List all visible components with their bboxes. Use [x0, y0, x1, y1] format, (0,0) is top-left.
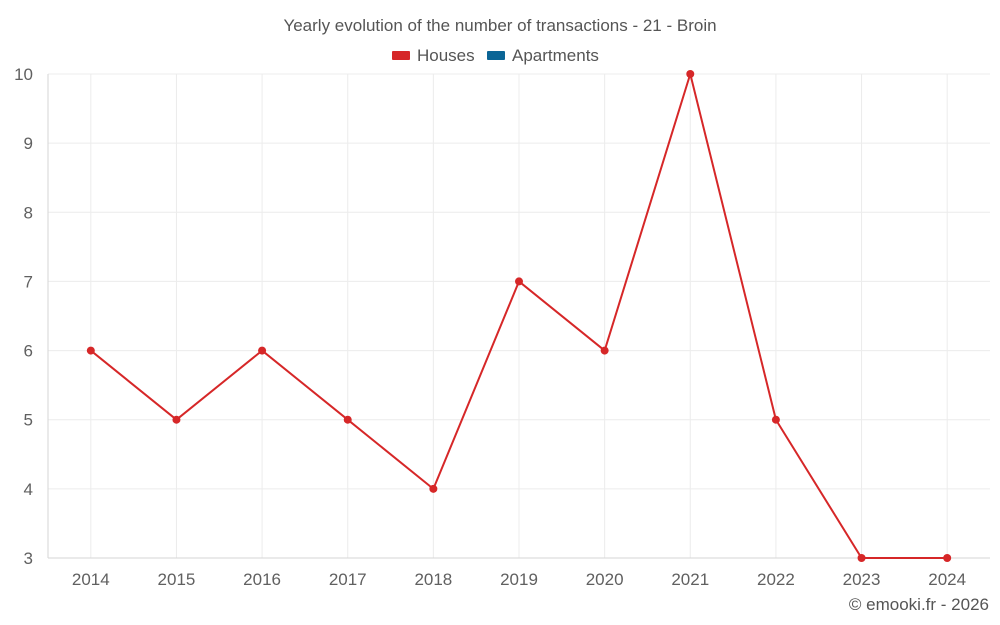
data-point-houses-2021[interactable] [686, 70, 695, 78]
legend: Houses Apartments [392, 46, 599, 65]
x-tick-label: 2021 [671, 570, 709, 589]
y-tick-label: 10 [14, 65, 33, 84]
y-axis-ticks: 3 4 5 6 7 8 9 10 [14, 65, 33, 568]
y-tick-label: 6 [24, 342, 33, 361]
x-tick-label: 2016 [243, 570, 281, 589]
credit-text: © emooki.fr - 2026 [849, 595, 989, 614]
legend-label-houses: Houses [417, 46, 475, 65]
x-tick-label: 2022 [757, 570, 795, 589]
grid [48, 73, 990, 558]
data-point-houses-2016[interactable] [258, 346, 267, 355]
data-point-houses-2014[interactable] [86, 346, 95, 355]
legend-swatch-houses [392, 51, 410, 60]
y-tick-label: 8 [24, 203, 33, 222]
x-tick-label: 2014 [72, 570, 110, 589]
x-axis-ticks: 2014 2015 2016 2017 2018 2019 2020 2021 2022 2023… [72, 570, 966, 589]
data-point-houses-2023[interactable] [857, 554, 866, 562]
legend-item-houses[interactable]: Houses [392, 46, 475, 65]
data-point-houses-2020[interactable] [600, 346, 609, 355]
y-tick-label: 7 [24, 272, 33, 291]
data-point-houses-2018[interactable] [429, 484, 438, 493]
data-point-houses-2017[interactable] [343, 415, 352, 424]
data-point-houses-2019[interactable] [515, 277, 523, 286]
x-tick-label: 2023 [843, 570, 881, 589]
x-tick-label: 2024 [928, 570, 966, 589]
series [86, 70, 952, 562]
data-point-houses-2024[interactable] [943, 554, 952, 562]
y-tick-label: 5 [24, 411, 33, 430]
x-tick-label: 2018 [414, 570, 452, 589]
axes [47, 74, 990, 559]
chart-title: Yearly evolution of the number of transa… [283, 16, 716, 35]
y-tick-label: 9 [24, 134, 33, 153]
y-tick-label: 4 [24, 480, 33, 499]
x-tick-label: 2019 [500, 570, 538, 589]
data-point-houses-2015[interactable] [172, 415, 181, 424]
legend-swatch-apartments [487, 51, 505, 60]
legend-item-apartments[interactable]: Apartments [487, 46, 599, 65]
y-tick-label: 3 [24, 549, 33, 568]
x-tick-label: 2017 [329, 570, 367, 589]
legend-label-apartments: Apartments [512, 46, 599, 65]
data-point-houses-2022[interactable] [771, 415, 780, 424]
x-tick-label: 2020 [586, 570, 624, 589]
x-tick-label: 2015 [158, 570, 196, 589]
